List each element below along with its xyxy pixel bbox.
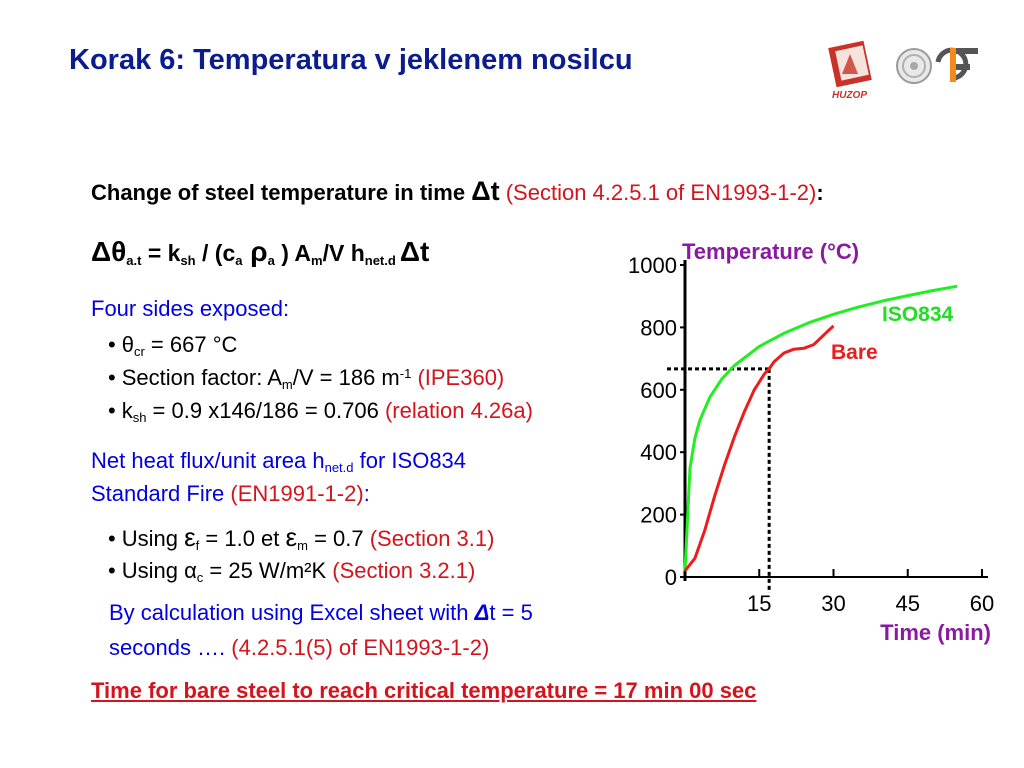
heatflux-sub: net.d	[324, 460, 354, 475]
critical-temperature-item: • θcr = 667 °C	[108, 332, 237, 359]
bullet-icon: •	[108, 526, 116, 551]
x-tick-label: 60	[970, 591, 994, 616]
formula-rho: ρ	[242, 236, 268, 267]
heatflux-text: for ISO834	[353, 448, 467, 473]
series-label-bare: Bare	[831, 341, 878, 364]
temperature-time-chart: 0 200 400 600 800 1000 15 30 45 60 ISO834 Bare Tempe…	[580, 230, 1020, 660]
item-reference: (relation 4.26a)	[378, 398, 533, 423]
section-factor-item: • Section factor: Am/V = 186 m-1 (IPE360)	[108, 365, 504, 392]
item-sub: c	[196, 570, 204, 585]
epsilon-symbol: ε	[285, 522, 298, 552]
calc-line-2: seconds …. (4.2.5.1(5) of EN1993-1-2)	[109, 635, 489, 661]
item-reference: (Section 3.2.1)	[326, 558, 476, 583]
epsilon-symbol: ε	[184, 522, 196, 552]
logos-graphic: HUZOP	[828, 40, 978, 101]
calc-reference: (4.2.5.1(5) of EN1993-1-2)	[231, 635, 490, 660]
bullet-icon: •	[108, 332, 116, 357]
y-axis-title: Temperature (°C)	[682, 239, 859, 264]
formula-delta-t: Δt	[399, 236, 430, 267]
formula-part: / (c	[195, 240, 236, 266]
heatflux-colon: :	[363, 481, 370, 506]
formula-sub: net.d	[364, 253, 396, 268]
x-axis-title: Time (min)	[880, 620, 991, 645]
y-tick-label: 200	[640, 503, 677, 528]
series-line-bare	[683, 324, 835, 572]
calc-text: seconds ….	[109, 635, 232, 660]
alpha-symbol: α	[184, 558, 197, 583]
x-tick-label: 45	[896, 591, 920, 616]
huzop-logo: HUZOP	[828, 40, 872, 101]
exposure-label: Four sides exposed:	[91, 296, 290, 321]
item-text: Section factor: A	[121, 365, 282, 390]
heatflux-text: Standard Fire	[91, 481, 231, 506]
item-value: = 0.9 x146/186 = 0.706	[146, 398, 379, 423]
logo-group: HUZOP	[826, 34, 986, 104]
faculty-logo	[935, 47, 978, 82]
heading-delta-t: Δt	[471, 176, 500, 206]
calc-text: By calculation using Excel sheet with	[109, 600, 475, 625]
bullet-icon: •	[108, 365, 116, 390]
ksh-item: • ksh = 0.9 x146/186 = 0.706 (relation 4.…	[108, 398, 533, 425]
x-tick-label: 15	[747, 591, 771, 616]
item-text: k	[121, 398, 133, 423]
formula-part: ) A	[274, 240, 312, 266]
formula-delta-theta: Δθ	[91, 236, 127, 267]
emissivity-item: • Using εf = 1.0 et εm = 0.7 (Section 3.1…	[108, 522, 494, 553]
heading-colon: :	[816, 180, 824, 205]
item-text: Using	[121, 558, 185, 583]
formula-sub: a.t	[126, 253, 142, 268]
formula-sub: a	[267, 253, 275, 268]
heading-reference: (Section 4.2.5.1 of EN1993-1-2)	[499, 180, 817, 205]
item-reference: (Section 3.1)	[363, 526, 495, 551]
bullet-icon: •	[108, 398, 116, 423]
item-sub: f	[195, 538, 200, 553]
formula-sub: a	[235, 253, 243, 268]
y-tick-label: 0	[665, 565, 677, 590]
item-text: θ	[121, 332, 134, 357]
y-tick-label: 400	[640, 440, 677, 465]
item-value: = 667 °C	[144, 332, 238, 357]
huzop-logo-text: HUZOP	[832, 90, 867, 101]
heatflux-line-1: Net heat flux/unit area hnet.d for ISO83…	[91, 448, 466, 475]
temperature-formula: Δθa.t = ksh / (ca ρa ) Am/V hnet.d Δt	[91, 236, 429, 268]
item-value: = 25 W/m²K	[203, 558, 327, 583]
item-text: Using	[121, 526, 185, 551]
formula-part: = k	[141, 240, 181, 266]
item-sub: cr	[133, 344, 145, 359]
university-seal-logo	[896, 48, 932, 84]
item-sub: m	[297, 538, 308, 553]
y-tick-label: 800	[640, 315, 677, 340]
heatflux-line-2: Standard Fire (EN1991-1-2):	[91, 481, 370, 507]
y-tick-label: 1000	[628, 253, 677, 278]
section-heading: Change of steel temperature in time Δt (…	[91, 176, 824, 207]
heatflux-reference: (EN1991-1-2)	[230, 481, 364, 506]
item-sup: -1	[399, 366, 412, 381]
slide-title: Korak 6: Temperatura v jeklenem nosilcu	[69, 44, 633, 76]
series-label-iso834: ISO834	[882, 303, 954, 326]
conclusion-text: Time for bare steel to reach critical te…	[91, 678, 757, 703]
convection-item: • Using αc = 25 W/m²K (Section 3.2.1)	[108, 558, 475, 585]
x-tick-label: 30	[821, 591, 845, 616]
item-value: /V = 186 m	[292, 365, 400, 390]
calc-delta: Δ	[474, 600, 490, 625]
formula-part: /V h	[322, 240, 365, 266]
item-text: = 1.0 et	[199, 526, 286, 551]
calc-text: t = 5	[489, 600, 533, 625]
item-value: = 0.7	[307, 526, 364, 551]
item-sub: m	[281, 377, 293, 392]
item-reference: (IPE360)	[411, 365, 505, 390]
calc-line-1: By calculation using Excel sheet with Δt…	[109, 600, 533, 626]
series-line-iso834	[683, 284, 958, 571]
bullet-icon: •	[108, 558, 116, 583]
item-sub: sh	[132, 410, 147, 425]
formula-sub: m	[311, 253, 323, 268]
formula-sub: sh	[180, 253, 196, 268]
heatflux-text: Net heat flux/unit area h	[91, 448, 325, 473]
y-tick-label: 600	[640, 378, 677, 403]
heading-text: Change of steel temperature in time	[91, 180, 472, 205]
